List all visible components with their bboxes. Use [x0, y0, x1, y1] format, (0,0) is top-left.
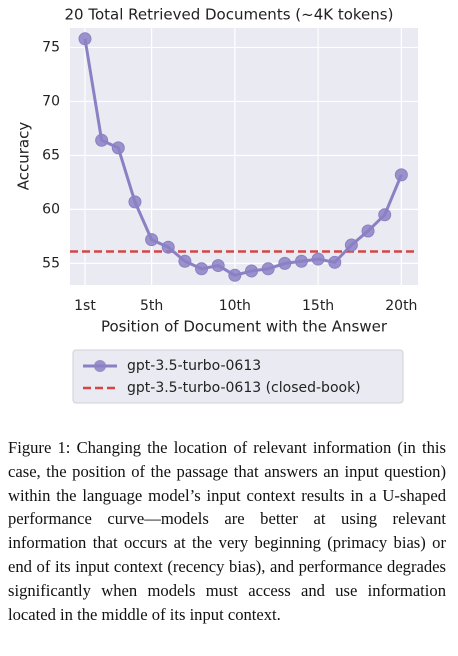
- x-tick-label: 15th: [302, 298, 334, 314]
- point: [78, 32, 92, 46]
- x-tick-label: 20th: [385, 298, 417, 314]
- plot-background: [70, 28, 418, 285]
- point: [111, 141, 125, 155]
- y-axis-label: Accuracy: [15, 122, 33, 191]
- point: [128, 195, 142, 209]
- point: [344, 238, 358, 252]
- y-tick-label: 70: [42, 93, 60, 109]
- point: [294, 254, 308, 268]
- y-tick-label: 75: [42, 39, 60, 55]
- point: [394, 168, 408, 182]
- legend-label: gpt-3.5-turbo-0613: [127, 358, 261, 374]
- point: [261, 262, 275, 276]
- caption: Figure 1: Changing the location of relev…: [8, 438, 446, 624]
- point: [328, 255, 342, 269]
- y-tick-label: 65: [42, 147, 60, 163]
- x-axis-label: Position of Document with the Answer: [101, 318, 388, 336]
- point: [228, 268, 242, 282]
- legend: [72, 349, 404, 404]
- x-tick-label: 1st: [74, 298, 96, 314]
- point: [145, 233, 159, 247]
- x-tick-label: 10th: [219, 298, 251, 314]
- point: [378, 208, 392, 222]
- point: [195, 262, 209, 276]
- chart: 20 Total Retrieved Documents (~4K tokens…: [15, 6, 418, 404]
- point: [311, 252, 325, 266]
- point: [244, 264, 258, 278]
- point: [95, 133, 109, 147]
- point: [161, 240, 175, 254]
- point: [278, 256, 292, 270]
- chart-title: 20 Total Retrieved Documents (~4K tokens…: [65, 6, 394, 24]
- legend-label: gpt-3.5-turbo-0613 (closed-book): [127, 380, 361, 396]
- y-tick-label: 55: [42, 255, 60, 271]
- x-tick-label: 5th: [140, 298, 163, 314]
- legend-swatch: [94, 360, 106, 372]
- point: [211, 259, 225, 273]
- point: [361, 224, 375, 238]
- y-tick-label: 60: [42, 201, 60, 217]
- point: [178, 254, 192, 268]
